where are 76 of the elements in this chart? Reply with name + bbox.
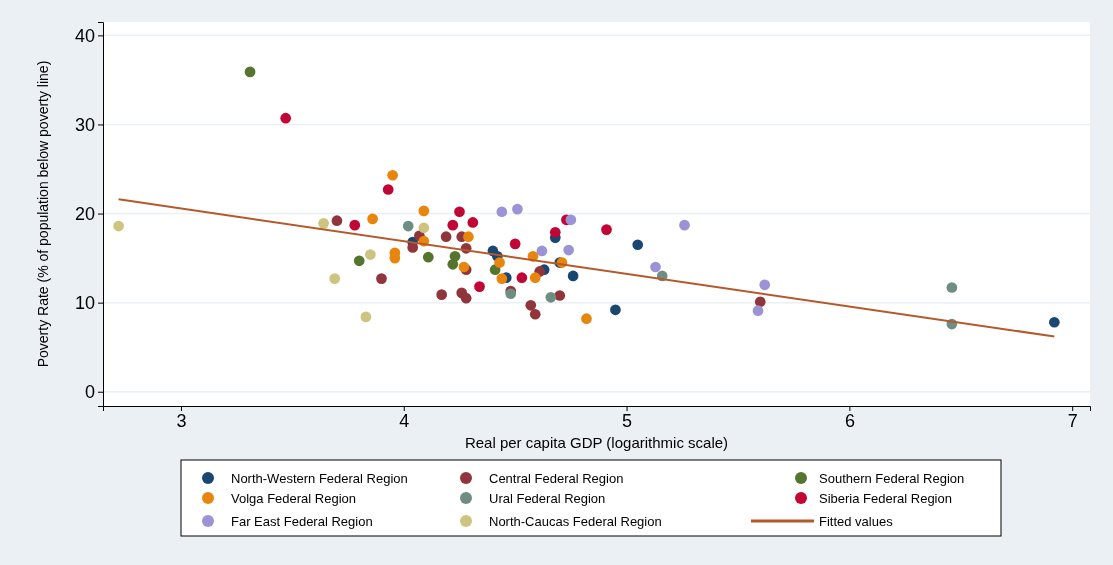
point (516, 272, 528, 284)
point (382, 184, 394, 195)
point (563, 244, 574, 256)
y-tick-label: 0 (84, 382, 95, 402)
legend-label: North-Caucas Federal Region (489, 514, 662, 529)
point (440, 231, 452, 243)
point (549, 226, 561, 238)
point (545, 291, 557, 303)
point (554, 290, 566, 301)
point (402, 220, 414, 232)
point (329, 273, 341, 284)
point (581, 313, 592, 325)
point (318, 218, 329, 229)
point (494, 257, 505, 268)
point (113, 220, 124, 232)
point (360, 311, 372, 323)
y-axis-title: Poverty Rate (% of population below poverty line) (35, 60, 51, 368)
point (567, 270, 579, 282)
legend-label: Siberia Federal Region (819, 491, 952, 506)
legend-label: Ural Federal Region (489, 491, 606, 506)
point (1049, 316, 1060, 328)
point (474, 281, 485, 292)
point (244, 66, 256, 78)
legend-label: Fitted values (819, 514, 894, 529)
x-tick-label: 3 (176, 410, 187, 431)
point (650, 261, 661, 273)
y-tick-label: 20 (74, 203, 95, 224)
point (447, 259, 459, 270)
x-tick-label: 5 (622, 410, 633, 431)
point (387, 169, 398, 181)
x-tick-label: 7 (1067, 410, 1078, 431)
point (509, 238, 521, 250)
point (418, 222, 430, 234)
point (376, 273, 387, 284)
point (496, 273, 508, 284)
point (407, 242, 419, 253)
x-axis-title: Real per capita GDP (logarithmic scale) (464, 434, 729, 451)
point (463, 231, 474, 243)
point (565, 214, 577, 226)
point (436, 289, 448, 300)
point (349, 219, 361, 231)
point (280, 112, 292, 124)
point (759, 279, 771, 291)
legend-label: Southern Federal Region (819, 471, 965, 486)
y-tick-label: 10 (74, 292, 95, 313)
point (454, 206, 465, 218)
point (601, 224, 612, 235)
point (447, 219, 459, 231)
legend-label: Volga Federal Region (231, 491, 357, 506)
y-tick-label: 40 (74, 25, 95, 46)
point (632, 239, 644, 251)
point (679, 219, 690, 231)
point (422, 251, 434, 263)
point (754, 296, 766, 308)
legend-label: North-Western Federal Region (231, 471, 408, 486)
point (367, 213, 378, 225)
point (610, 304, 621, 316)
point (365, 249, 376, 260)
legend-label: Far East Federal Region (231, 514, 373, 529)
point (331, 215, 343, 227)
point (536, 245, 548, 257)
legend-label: Central Federal Region (489, 471, 624, 486)
y-tick-label: 30 (74, 114, 95, 135)
point (512, 203, 523, 215)
point (467, 217, 479, 228)
point (946, 282, 958, 293)
point (752, 305, 764, 317)
point (496, 206, 508, 218)
point (529, 272, 541, 284)
point (529, 308, 541, 320)
x-tick-label: 4 (399, 410, 410, 431)
point (525, 299, 537, 311)
point (418, 205, 430, 217)
x-tick-label: 6 (844, 410, 855, 431)
point (353, 255, 365, 267)
point (460, 292, 472, 304)
